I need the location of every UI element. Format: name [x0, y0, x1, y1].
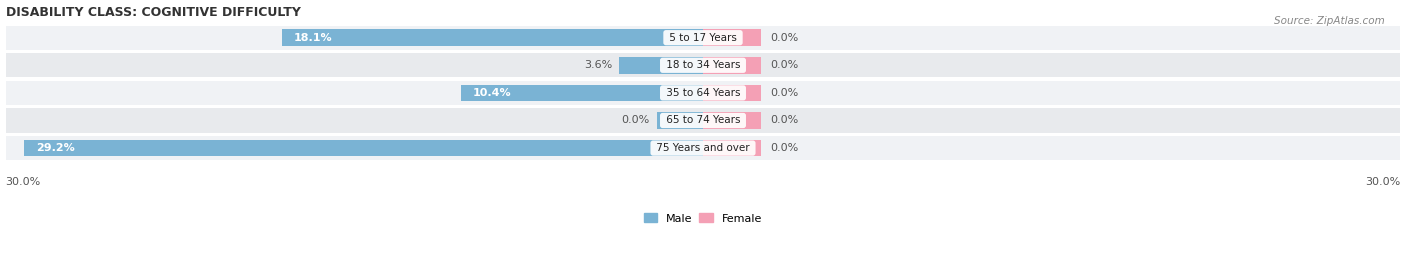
- Text: 18.1%: 18.1%: [294, 33, 332, 43]
- Text: 75 Years and over: 75 Years and over: [652, 143, 754, 153]
- Text: 18 to 34 Years: 18 to 34 Years: [662, 60, 744, 70]
- Text: Source: ZipAtlas.com: Source: ZipAtlas.com: [1274, 16, 1385, 26]
- Bar: [619, 57, 703, 73]
- Bar: [461, 85, 703, 101]
- Text: 0.0%: 0.0%: [770, 33, 799, 43]
- Bar: [657, 112, 703, 129]
- Bar: [6, 108, 1400, 133]
- Text: 0.0%: 0.0%: [770, 60, 799, 70]
- Bar: [703, 85, 761, 101]
- Text: 30.0%: 30.0%: [1365, 177, 1400, 187]
- Text: 0.0%: 0.0%: [770, 116, 799, 126]
- Text: 3.6%: 3.6%: [583, 60, 613, 70]
- Bar: [703, 112, 761, 129]
- Text: 30.0%: 30.0%: [6, 177, 41, 187]
- Bar: [283, 29, 703, 46]
- Legend: Male, Female: Male, Female: [640, 209, 766, 228]
- Bar: [703, 57, 761, 73]
- Text: 29.2%: 29.2%: [35, 143, 75, 153]
- Text: 0.0%: 0.0%: [770, 88, 799, 98]
- Bar: [6, 53, 1400, 77]
- Bar: [6, 136, 1400, 160]
- Bar: [6, 81, 1400, 105]
- Text: 0.0%: 0.0%: [770, 143, 799, 153]
- Bar: [24, 140, 703, 156]
- Bar: [703, 140, 761, 156]
- Text: DISABILITY CLASS: COGNITIVE DIFFICULTY: DISABILITY CLASS: COGNITIVE DIFFICULTY: [6, 6, 301, 19]
- Text: 35 to 64 Years: 35 to 64 Years: [662, 88, 744, 98]
- Text: 65 to 74 Years: 65 to 74 Years: [662, 116, 744, 126]
- Text: 5 to 17 Years: 5 to 17 Years: [666, 33, 740, 43]
- Bar: [703, 29, 761, 46]
- Text: 10.4%: 10.4%: [472, 88, 512, 98]
- Bar: [6, 26, 1400, 50]
- Text: 0.0%: 0.0%: [621, 116, 650, 126]
